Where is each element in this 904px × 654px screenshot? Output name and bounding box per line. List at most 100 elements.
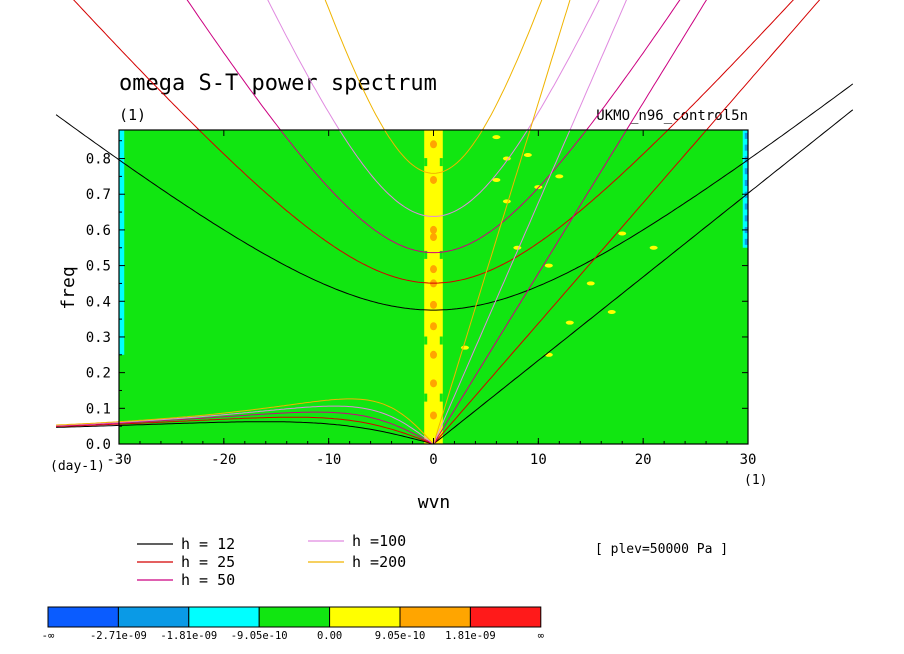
colorbar-swatch [47, 606, 119, 628]
y-tick-label: 0.4 [86, 294, 111, 310]
legend-label: h = 12 [181, 535, 235, 553]
chart-title: omega S-T power spectrum [119, 71, 437, 96]
colorbar-label: 1.81e-09 [445, 630, 496, 642]
power-blob [649, 245, 658, 250]
edge-strip-speck [116, 206, 119, 212]
kelvin-wave-curve-2 [433, 0, 707, 445]
edge-strip-speck [116, 341, 119, 347]
band-notch [424, 336, 428, 345]
band-spot [430, 140, 437, 149]
edge-strip-speck [744, 203, 748, 210]
edge-strip-speck [116, 251, 119, 257]
y-axis-label: freq [58, 266, 79, 309]
gravity-wave-curve-3 [267, 0, 600, 217]
edge-strip-speck [116, 138, 119, 144]
band-notch [439, 393, 443, 402]
edge-strip-speck [744, 168, 748, 175]
y-tick-label: 0.3 [86, 330, 111, 346]
y-unit-label: (day-1) [50, 459, 105, 474]
edge-strip-speck [744, 132, 748, 139]
y-tick-label: 0.8 [86, 152, 111, 168]
band-notch [424, 250, 428, 259]
x-axis-label: wvn [418, 492, 451, 513]
power-blob [607, 309, 616, 314]
colorbar-swatch [258, 606, 331, 628]
x-tick-label: 30 [740, 452, 757, 468]
edge-strip-speck [116, 161, 119, 167]
edge-strip-speck [116, 183, 119, 189]
y-tick-label: 0.6 [86, 223, 111, 239]
power-blob [618, 231, 627, 236]
power-blob [555, 174, 564, 179]
x-tick-label: 20 [635, 452, 652, 468]
edge-strip-1 [742, 130, 748, 248]
edge-strip-speck [116, 296, 119, 302]
power-blob [523, 152, 532, 157]
kelvin-wave-curve-3 [433, 0, 627, 445]
band-spot [430, 350, 437, 359]
kelvin-wave-curve-0 [433, 109, 854, 445]
edge-strip-0 [119, 130, 125, 355]
power-blob [586, 281, 595, 286]
edge-strip-speck [744, 238, 748, 245]
edge-strip-speck [744, 144, 748, 151]
colorbar-label: 0.00 [317, 630, 342, 642]
band-spot [430, 379, 437, 388]
y-tick-label: 0.7 [86, 187, 111, 203]
legend-label: h =100 [352, 532, 406, 550]
level-note: [ plev=50000 Pa ] [595, 542, 728, 557]
edge-strip-speck [116, 318, 119, 324]
x-tick-label: -30 [106, 452, 131, 468]
legend-label: h = 25 [181, 553, 235, 571]
plot-area [116, 130, 748, 444]
legend-label: h =200 [352, 553, 406, 571]
x-unit-label: (1) [744, 473, 767, 488]
band-spot [430, 265, 437, 274]
x-tick-label: -20 [211, 452, 236, 468]
colorbar-label: 9.05e-10 [375, 630, 426, 642]
run-label: UKMO_n96_control5n [596, 108, 748, 124]
edge-strip-speck [744, 179, 748, 186]
edge-strip-speck [116, 273, 119, 279]
legend: h = 12h = 25h = 50 h =100 h =200 [137, 532, 406, 589]
x-tick-label: 0 [429, 452, 437, 468]
colorbar-swatch [469, 606, 542, 628]
colorbar-swatch [117, 606, 190, 628]
y-tick-label: 0.2 [86, 366, 111, 382]
band-spot [430, 322, 437, 331]
y-axis: 0.0 0.1 0.2 0.3 0.4 0.5 0.6 0.7 0.8 [86, 140, 748, 453]
edge-strip-speck [744, 215, 748, 222]
kelvin-wave-curve-1 [433, 0, 821, 445]
units-label: (1) [119, 106, 146, 124]
band-spot [430, 233, 437, 242]
colorbar-label: -2.71e-09 [90, 630, 147, 642]
edge-strip-speck [116, 228, 119, 234]
y-tick-label: 0.0 [86, 437, 111, 453]
band-notch [439, 336, 443, 345]
edge-strip-speck [744, 156, 748, 163]
gravity-wave-curve-0 [55, 83, 854, 311]
power-blob [492, 177, 501, 182]
band-notch [439, 158, 443, 167]
x-tick-label: 10 [530, 452, 547, 468]
colorbar-label: ∞ [538, 630, 544, 642]
band-notch [439, 250, 443, 259]
power-blob [492, 135, 501, 140]
gravity-wave-curve-4 [324, 0, 543, 174]
colorbar: -∞ -2.71e-09 -1.81e-09 -9.05e-10 0.00 9.05e-1… [42, 606, 544, 642]
y-tick-label: 0.5 [86, 259, 111, 275]
y-tick-label: 0.1 [86, 401, 111, 417]
band-spot [430, 225, 437, 234]
x-tick-label: -10 [316, 452, 341, 468]
band-spot [430, 300, 437, 309]
colorbar-swatch [329, 606, 401, 628]
band-spot [430, 411, 437, 420]
band-notch [424, 158, 428, 167]
power-blob [513, 245, 522, 250]
gravity-wave-curve-2 [186, 0, 681, 254]
colorbar-label: -1.81e-09 [160, 630, 217, 642]
band-notch [424, 393, 428, 402]
colorbar-label: -9.05e-10 [231, 630, 288, 642]
x-axis: -30 -20 -10 0 10 20 30 [106, 130, 756, 468]
